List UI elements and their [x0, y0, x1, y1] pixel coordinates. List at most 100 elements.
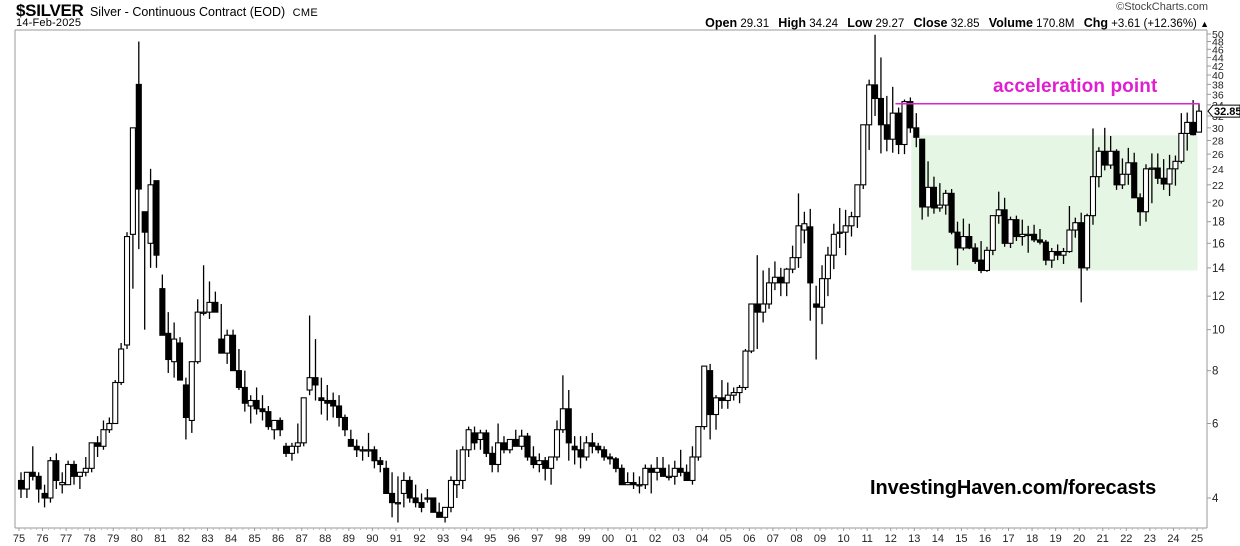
candle-down — [1042, 241, 1049, 261]
candle-down — [176, 342, 184, 381]
candle-down — [530, 456, 537, 466]
candle-down — [159, 288, 166, 336]
candle-up — [960, 236, 967, 249]
candle-up — [65, 463, 72, 486]
x-tick-label: 22 — [1120, 533, 1132, 545]
candle-down — [436, 511, 443, 518]
candle-up — [789, 257, 796, 270]
x-tick-label: 86 — [272, 533, 284, 545]
candle-down — [341, 416, 349, 431]
candle-up — [760, 303, 767, 313]
candle-up — [736, 386, 743, 394]
candle-up — [1142, 168, 1150, 213]
chg-label: Chg — [1083, 16, 1108, 30]
candle-down — [807, 226, 814, 284]
y-tick-label: 22 — [1212, 180, 1224, 192]
candle-up — [1066, 229, 1073, 253]
x-tick-label: 14 — [932, 533, 944, 545]
candle-down — [1113, 150, 1120, 186]
x-tick-label: 13 — [908, 533, 920, 545]
candle-up — [88, 442, 95, 469]
candle-down — [412, 497, 419, 504]
candle-down — [542, 460, 549, 469]
candle-up — [365, 449, 372, 452]
candle-up — [671, 467, 678, 477]
volume-value: 170.8M — [1036, 18, 1075, 30]
candle-up — [465, 429, 472, 451]
ticker-symbol: $SILVER — [16, 1, 84, 20]
candle-up — [424, 497, 431, 500]
candle-up — [1060, 250, 1067, 256]
x-tick-label: 85 — [248, 533, 260, 545]
x-tick-label: 98 — [555, 533, 567, 545]
candle-down — [930, 186, 938, 209]
candle-down — [972, 247, 979, 262]
candle-down — [1054, 250, 1061, 256]
acceleration-point-annotation: acceleration point — [993, 76, 1158, 97]
candle-down — [565, 408, 572, 444]
x-tick-label: 78 — [84, 533, 96, 545]
candle-up — [76, 471, 83, 477]
candle-up — [495, 442, 502, 466]
candle-up — [1184, 121, 1191, 134]
y-tick-label: 30 — [1212, 123, 1224, 135]
brand-link[interactable]: ©StockCharts.com — [1116, 1, 1208, 13]
x-tick-label: 05 — [720, 533, 732, 545]
candle-down — [612, 458, 619, 469]
candle-down — [571, 445, 578, 451]
candle-down — [907, 101, 914, 129]
candle-up — [848, 216, 855, 227]
candle-up — [59, 482, 66, 486]
candle-up — [459, 449, 466, 482]
candle-down — [919, 138, 926, 208]
candle-down — [29, 471, 36, 477]
candle-up — [559, 408, 566, 431]
x-tick-label: 77 — [60, 533, 72, 545]
candle-down — [430, 497, 437, 513]
candle-down — [659, 467, 667, 477]
candle-up — [1048, 250, 1055, 261]
candle-down — [978, 259, 985, 272]
x-tick-label: 88 — [319, 533, 331, 545]
candle-up — [300, 397, 307, 444]
y-tick-label: 18 — [1212, 217, 1225, 229]
x-tick-label: 76 — [36, 533, 48, 545]
candle-down — [135, 83, 142, 190]
y-tick-label: 48 — [1212, 36, 1224, 48]
x-tick-label: 15 — [955, 533, 967, 545]
x-tick-label: 08 — [790, 533, 802, 545]
candle-up — [1148, 167, 1155, 170]
candle-up — [842, 225, 849, 233]
candle-up — [860, 124, 867, 186]
candle-down — [1131, 162, 1138, 199]
x-tick-label: 18 — [1026, 533, 1038, 545]
candle-down — [1078, 222, 1085, 269]
candle-up — [730, 392, 737, 396]
x-tick-label: 01 — [625, 533, 637, 545]
candle-up — [765, 282, 773, 305]
candle-down — [153, 180, 160, 256]
y-tick-label: 36 — [1212, 89, 1224, 101]
candle-up — [288, 445, 295, 454]
candle-down — [754, 303, 761, 313]
candle-up — [394, 502, 402, 505]
x-tick-label: 23 — [1144, 533, 1156, 545]
y-tick-label: 50 — [1212, 29, 1224, 41]
x-tick-label: 75 — [13, 533, 25, 545]
candle-down — [895, 112, 902, 146]
x-tick-label: 82 — [178, 533, 190, 545]
candle-down — [677, 467, 684, 473]
candle-down — [707, 370, 714, 416]
candle-down — [182, 384, 189, 419]
candle-down — [1154, 167, 1161, 179]
candle-down — [218, 338, 225, 354]
candle-up — [206, 301, 213, 313]
candle-up — [795, 225, 802, 259]
y-tick-label: 26 — [1212, 149, 1224, 161]
candle-up — [689, 456, 696, 482]
high-label: High — [778, 16, 807, 30]
candle-down — [777, 276, 784, 284]
candle-up — [194, 311, 201, 363]
candle-up — [830, 233, 837, 256]
